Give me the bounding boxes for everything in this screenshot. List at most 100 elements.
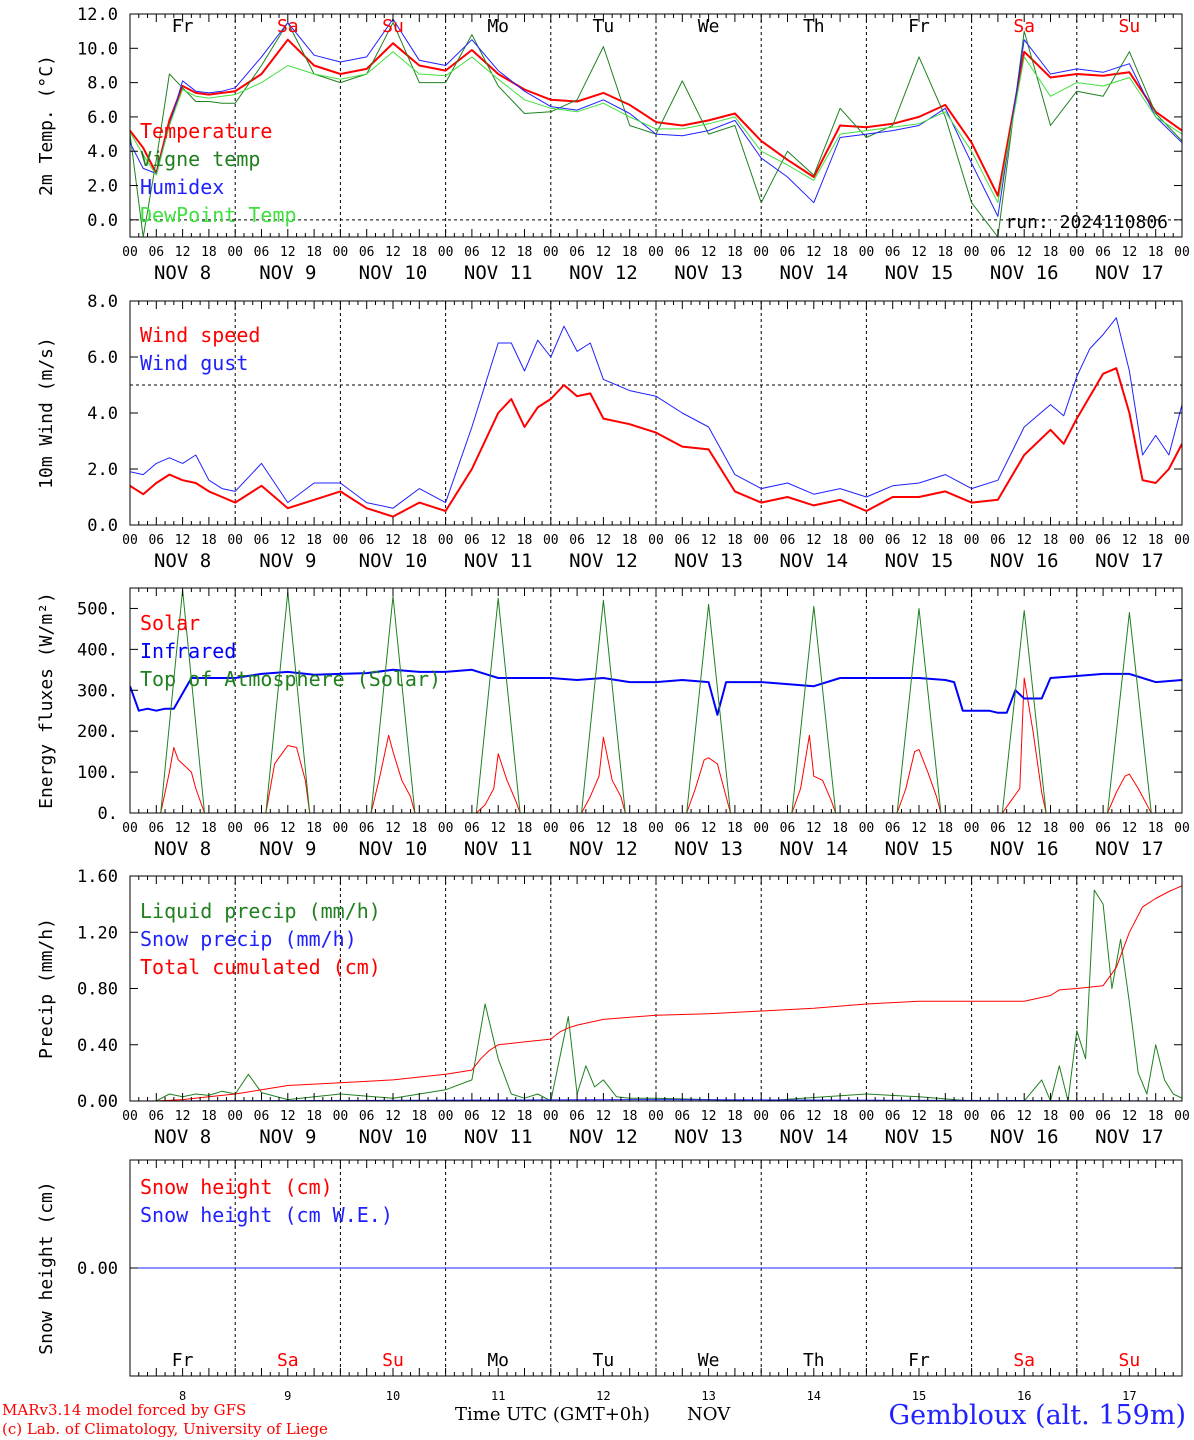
hour-tick-label: 12 [175,245,191,260]
hour-tick-label: 18 [1148,821,1164,836]
hour-tick-label: 06 [780,245,796,260]
hour-tick-label: 18 [201,1109,217,1124]
hour-tick-label: 00 [1174,1109,1190,1124]
day-label: NOV 15 [885,550,954,572]
hour-tick-label: 06 [569,1109,585,1124]
hour-tick-label: 00 [227,533,243,548]
weekday-label: Sa [277,16,299,37]
series-line-wind-speed [130,367,1182,518]
hour-tick-label: 18 [622,821,638,836]
day-label: NOV 17 [1095,550,1164,572]
hour-tick-label: 12 [1122,245,1138,260]
hour-tick-label: 00 [964,1109,980,1124]
hour-tick-label: 00 [543,533,559,548]
series-line-dewpoint-temp [130,51,1182,204]
y-axis-label: Precip (mm/h) [36,918,57,1059]
hour-tick-label: 00 [753,821,769,836]
day-label: NOV 8 [154,550,211,572]
hour-tick-label: 00 [543,821,559,836]
hour-tick-label: 12 [911,1109,927,1124]
model-credit: MARv3.14 model forced by GFS [2,1401,247,1419]
day-number: 17 [1122,1389,1136,1403]
series-line-vigne-temp [130,22,1182,237]
hour-tick-label: 18 [1043,821,1059,836]
day-number: 13 [701,1389,715,1403]
hour-tick-label: 06 [990,245,1006,260]
hour-tick-label: 06 [254,245,270,260]
hour-tick-label: 18 [832,821,848,836]
series-line-top-of-atmosphere-solar [130,589,1182,813]
hour-tick-label: 12 [701,245,717,260]
hour-tick-label: 18 [1043,245,1059,260]
series-line-humidex [130,18,1182,217]
day-label: NOV 16 [990,262,1059,284]
hour-tick-label: 00 [227,245,243,260]
hour-tick-label: 12 [701,1109,717,1124]
y-tick-label: 500. [77,599,118,619]
hour-tick-label: 12 [1122,1109,1138,1124]
hour-tick-label: 00 [333,245,349,260]
weekday-label: Sa [277,1350,299,1371]
hour-tick-label: 12 [911,533,927,548]
day-label: NOV 9 [259,1126,316,1148]
hour-tick-label: 06 [780,1109,796,1124]
hour-tick-label: 00 [753,245,769,260]
day-label: NOV 12 [569,838,638,860]
hour-tick-label: 12 [175,821,191,836]
hour-tick-label: 12 [1122,821,1138,836]
hour-tick-label: 12 [490,245,506,260]
hour-tick-label: 06 [359,245,375,260]
day-label: NOV 17 [1095,1126,1164,1148]
weekday-label: Fr [908,16,930,37]
y-tick-label: 100. [77,763,118,783]
hour-tick-label: 18 [1043,533,1059,548]
hour-tick-label: 00 [122,821,138,836]
hour-tick-label: 18 [727,245,743,260]
y-tick-label: 0.00 [77,1259,118,1279]
plot-frame [129,587,1183,814]
series-line-total-cumulated-cm [130,885,1182,1101]
weekday-label: Tu [593,1350,615,1371]
hour-tick-label: 12 [1016,245,1032,260]
hour-tick-label: 18 [727,533,743,548]
weekday-label: Th [803,1350,825,1371]
lab-credit: (c) Lab. of Climatology, University of L… [2,1420,328,1438]
hour-tick-label: 00 [227,1109,243,1124]
hour-tick-label: 18 [622,533,638,548]
legend-entry: Total cumulated (cm) [140,955,381,979]
y-tick-label: 0.0 [87,516,118,536]
hour-tick-label: 00 [1069,533,1085,548]
hour-tick-label: 06 [1095,533,1111,548]
weekday-label: We [698,16,720,37]
weekday-label: Tu [593,16,615,37]
day-label: NOV 14 [779,838,848,860]
hour-tick-label: 00 [438,1109,454,1124]
weekday-label: Fr [908,1350,930,1371]
day-label: NOV 17 [1095,262,1164,284]
hour-tick-label: 18 [1043,1109,1059,1124]
day-number: 14 [807,1389,821,1403]
hour-tick-label: 18 [517,1109,533,1124]
hour-tick-label: 18 [1148,245,1164,260]
legend-entry: Liquid precip (mm/h) [140,899,381,923]
plot-frame [129,300,1183,526]
legend-entry: Snow height (cm) [140,1175,333,1199]
hour-tick-label: 00 [648,821,664,836]
legend-entry: DewPoint Temp [140,203,297,227]
hour-tick-label: 18 [937,245,953,260]
hour-tick-label: 00 [438,245,454,260]
hour-tick-label: 06 [885,1109,901,1124]
hour-tick-label: 06 [780,533,796,548]
hour-tick-label: 00 [859,821,875,836]
hour-tick-label: 12 [490,1109,506,1124]
hour-tick-label: 00 [964,245,980,260]
y-axis-label: 10m Wind (m/s) [36,337,57,489]
weekday-label: Sa [1013,16,1035,37]
hour-tick-label: 12 [175,1109,191,1124]
station-name: Gembloux (alt. 159m) [888,1400,1186,1431]
hour-tick-label: 06 [464,245,480,260]
hour-tick-label: 18 [201,245,217,260]
weekday-label: Mo [487,16,509,37]
hour-tick-label: 06 [148,533,164,548]
